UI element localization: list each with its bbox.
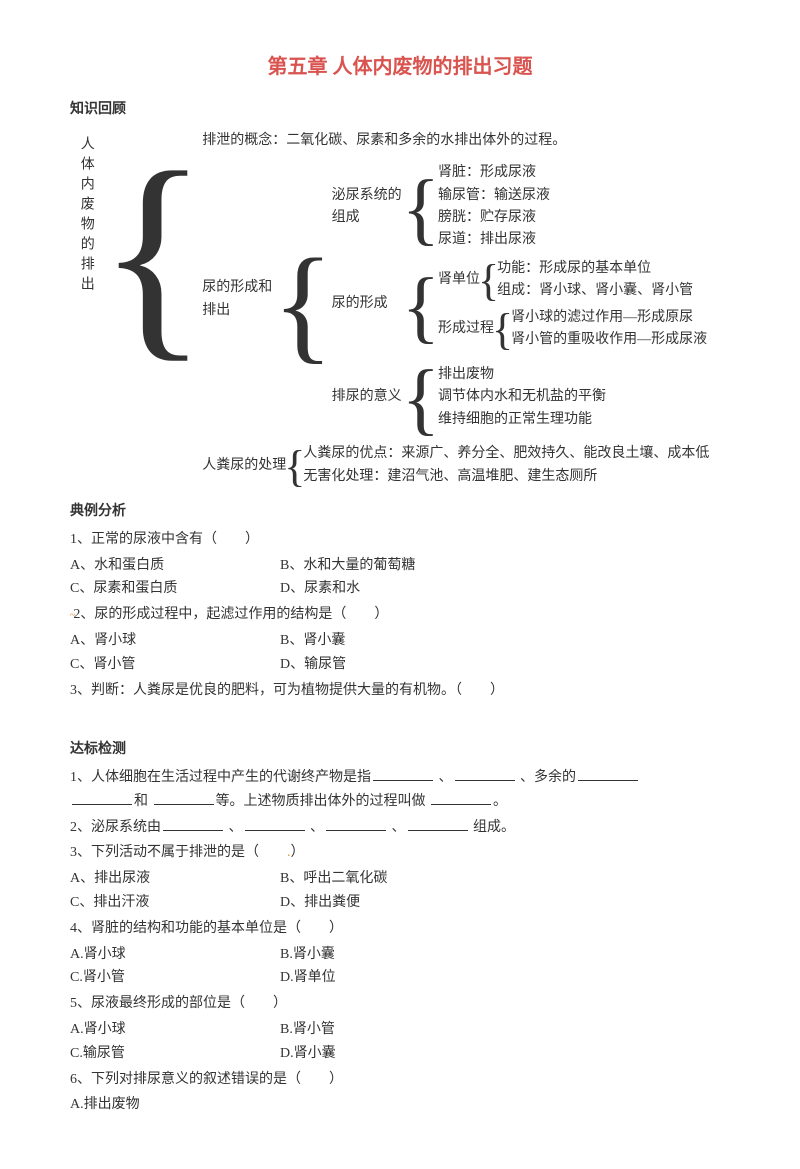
brace-icon: {	[402, 359, 440, 439]
tree-concept: 排泄的概念：二氧化碳、尿素和多余的水排出体外的过程。	[202, 130, 709, 152]
brace-icon: {	[284, 445, 305, 489]
blank-input[interactable]	[72, 790, 132, 805]
test-q1: 1、人体细胞在生活过程中产生的代谢终产物是指 、 、多余的 和 等。上述物质排出…	[70, 766, 730, 814]
leaf: 肾小管的重吸收作用—形成尿液	[511, 329, 707, 351]
blank-input[interactable]	[578, 766, 638, 781]
ex-q2-b: B、肾小囊	[280, 629, 345, 653]
test-q4-c: C.肾小管	[70, 966, 280, 990]
leaf: 肾脏：形成尿液	[438, 162, 550, 184]
blank-input[interactable]	[245, 816, 305, 831]
leaf: 维持细胞的正常生理功能	[438, 409, 606, 431]
sub2-label: 尿的形成	[332, 293, 404, 315]
ex-q1-a: A、水和蛋白质	[70, 554, 280, 578]
branch2-label: 人粪尿的处理	[202, 455, 286, 477]
ex-q1-d: D、尿素和水	[280, 577, 360, 601]
test-q6-stem: 6、下列对排尿意义的叙述错误的是（ ）	[70, 1068, 730, 1092]
test-q2: 2、泌尿系统由 、 、 、 组成。	[70, 816, 730, 840]
section-test: 达标检测	[70, 738, 730, 762]
brace-icon: {	[272, 240, 333, 368]
blank-input[interactable]	[373, 766, 433, 781]
test-q3-a: A、排出尿液	[70, 867, 280, 891]
leaf: 排出废物	[438, 364, 606, 386]
test-q4-b: B.肾小囊	[280, 943, 335, 967]
branch1-label: 尿的形成和排出	[202, 277, 274, 322]
ex-q1-c: C、尿素和蛋白质	[70, 577, 280, 601]
brace-icon: {	[402, 267, 440, 347]
leaf: 组成：肾小球、肾小囊、肾小管	[497, 280, 693, 302]
knowledge-tree: 人体内废物的排出 { 排泄的概念：二氧化碳、尿素和多余的水排出体外的过程。 尿的…	[70, 126, 730, 490]
leaf: 无害化处理：建沼气池、高温堆肥、建生态厕所	[303, 466, 709, 488]
leaf: 人粪尿的优点：来源广、养分全、肥效持久、能改良土壤、成本低	[303, 443, 709, 465]
leaf: 功能：形成尿的基本单位	[497, 258, 693, 280]
unit-label: 肾单位	[438, 269, 480, 291]
test-q3-b: B、呼出二氧化碳	[280, 867, 387, 891]
ex-q1-b: B、水和大量的葡萄糖	[280, 554, 415, 578]
test-q5-stem: 5、尿液最终形成的部位是（ ）	[70, 992, 730, 1016]
test-q4-stem: 4、肾脏的结构和功能的基本单位是（ ）	[70, 917, 730, 941]
test-q5-d: D.肾小囊	[280, 1042, 336, 1066]
blank-input[interactable]	[163, 816, 223, 831]
leaf: 膀胱：贮存尿液	[438, 207, 550, 229]
ex-q2-a: A、肾小球	[70, 629, 280, 653]
test-q5-c: C.输尿管	[70, 1042, 280, 1066]
ex-q2-c: C、肾小管	[70, 653, 280, 677]
blank-input[interactable]	[431, 790, 491, 805]
process-label: 形成过程	[438, 318, 494, 340]
brace-icon: {	[402, 169, 440, 249]
test-q3-stem: 3、下列活动不属于排泄的是（ .）	[70, 841, 730, 865]
blank-input[interactable]	[326, 816, 386, 831]
test-q5-b: B.肾小管	[280, 1018, 335, 1042]
page-title: 第五章 人体内废物的排出习题	[70, 50, 730, 84]
leaf: 肾小球的滤过作用—形成原尿	[511, 307, 707, 329]
blank-input[interactable]	[154, 790, 214, 805]
brace-icon: {	[98, 138, 208, 368]
section-review: 知识回顾	[70, 98, 730, 122]
brace-icon: {	[478, 259, 499, 303]
ex-q3: 3、判断：人粪尿是优良的肥料，可为植物提供大量的有机物。（ ）	[70, 679, 730, 703]
leaf: 尿道：排出尿液	[438, 229, 550, 251]
test-q6-a: A.排出废物	[70, 1093, 730, 1117]
leaf: 输尿管：输送尿液	[438, 185, 550, 207]
ex-q1-stem: 1、正常的尿液中含有（ ）	[70, 528, 730, 552]
test-q4-a: A.肾小球	[70, 943, 280, 967]
sub1-label: 泌尿系统的组成	[332, 185, 404, 230]
brace-icon: {	[492, 308, 513, 352]
section-examples: 典例分析	[70, 500, 730, 524]
test-q3-d: D、排出粪便	[280, 891, 360, 915]
sub3-label: 排尿的意义	[332, 386, 404, 408]
leaf: 调节体内水和无机盐的平衡	[438, 386, 606, 408]
test-q5-a: A.肾小球	[70, 1018, 280, 1042]
ex-q2-d: D、输尿管	[280, 653, 346, 677]
ex-q2-stem: ~2、尿的形成过程中，起滤过作用的结构是（ ）	[70, 603, 730, 627]
test-q4-d: D.肾单位	[280, 966, 336, 990]
test-q3-c: C、排出汗液	[70, 891, 280, 915]
blank-input[interactable]	[408, 816, 468, 831]
blank-input[interactable]	[455, 766, 515, 781]
